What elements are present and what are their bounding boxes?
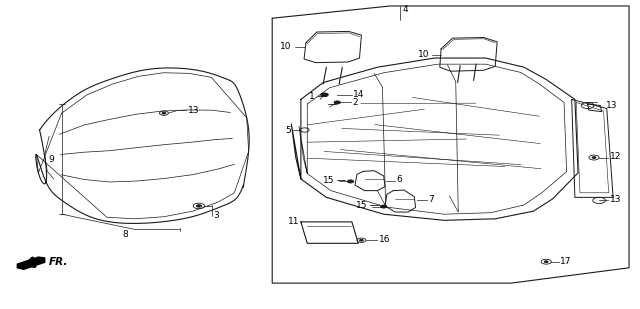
Circle shape <box>360 239 364 241</box>
Text: 16: 16 <box>379 235 390 244</box>
Text: 3: 3 <box>214 211 220 220</box>
Circle shape <box>321 93 328 97</box>
Text: FR.: FR. <box>49 257 68 267</box>
Text: 12: 12 <box>610 152 621 161</box>
Circle shape <box>381 205 387 208</box>
Circle shape <box>196 205 202 207</box>
Circle shape <box>162 112 166 114</box>
Polygon shape <box>17 257 45 269</box>
Text: 11: 11 <box>288 217 300 226</box>
Text: 13: 13 <box>610 195 621 204</box>
Text: 6: 6 <box>396 176 402 184</box>
Text: 9: 9 <box>48 154 54 163</box>
Text: 5: 5 <box>285 125 291 134</box>
Circle shape <box>592 157 596 159</box>
Text: 14: 14 <box>353 90 365 99</box>
Text: 4: 4 <box>403 5 408 14</box>
Text: 7: 7 <box>428 195 434 204</box>
Circle shape <box>348 180 354 183</box>
Text: 1: 1 <box>309 92 315 101</box>
Text: 13: 13 <box>188 106 200 115</box>
Text: 10: 10 <box>280 42 291 51</box>
Text: 8: 8 <box>122 230 128 239</box>
Circle shape <box>334 101 340 104</box>
Text: 15: 15 <box>356 201 368 210</box>
Text: 10: 10 <box>418 50 429 59</box>
Circle shape <box>544 261 548 263</box>
Text: 15: 15 <box>323 176 335 185</box>
Text: 17: 17 <box>560 256 572 265</box>
Text: 13: 13 <box>605 101 617 110</box>
Text: 2: 2 <box>352 98 358 107</box>
